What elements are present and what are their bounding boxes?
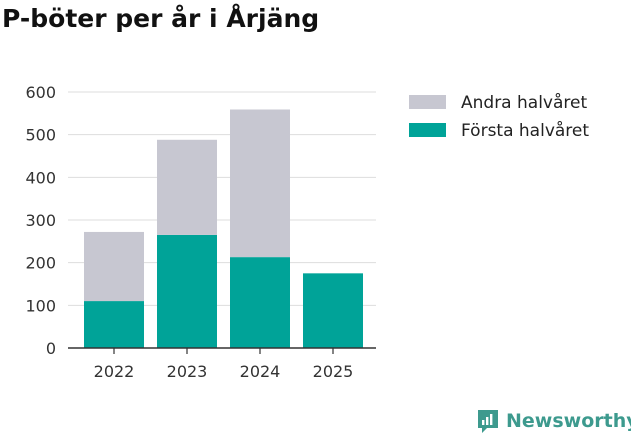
- y-tick-label: 200: [25, 254, 56, 273]
- chart-title: P-böter per år i Årjäng: [2, 4, 320, 33]
- y-axis-ticks: 0 100 200 300 400 500 600: [25, 83, 56, 358]
- newsworthy-logo-icon: [478, 410, 498, 433]
- y-tick-label: 0: [46, 339, 56, 358]
- brand-name: Newsworthy: [506, 410, 631, 432]
- y-tick-label: 600: [25, 83, 56, 102]
- legend-label: Första halvåret: [461, 120, 589, 141]
- legend-swatch: [409, 123, 446, 137]
- bar-forsta-halvaret: [303, 273, 363, 348]
- y-tick-label: 100: [25, 296, 56, 315]
- bar-forsta-halvaret: [157, 234, 217, 348]
- bars: [84, 109, 363, 348]
- x-tick-label: 2023: [167, 362, 208, 381]
- bar-forsta-halvaret: [84, 301, 144, 348]
- legend-label: Andra halvåret: [461, 92, 587, 113]
- bar-forsta-halvaret: [230, 257, 290, 348]
- x-tick-label: 2024: [240, 362, 281, 381]
- bar-andra-halvaret: [230, 109, 290, 258]
- x-tick-label: 2022: [94, 362, 135, 381]
- y-tick-label: 500: [25, 126, 56, 145]
- legend: Andra halvåret Första halvåret: [409, 92, 589, 141]
- bar-andra-halvaret: [157, 139, 217, 235]
- x-axis-ticks: 2022 2023 2024 2025: [94, 348, 354, 381]
- y-tick-label: 400: [25, 168, 56, 187]
- bar-andra-halvaret: [84, 231, 144, 302]
- x-tick-label: 2025: [313, 362, 354, 381]
- y-tick-label: 300: [25, 211, 56, 230]
- brand-logo: Newsworthy: [476, 408, 631, 434]
- legend-swatch: [409, 95, 446, 109]
